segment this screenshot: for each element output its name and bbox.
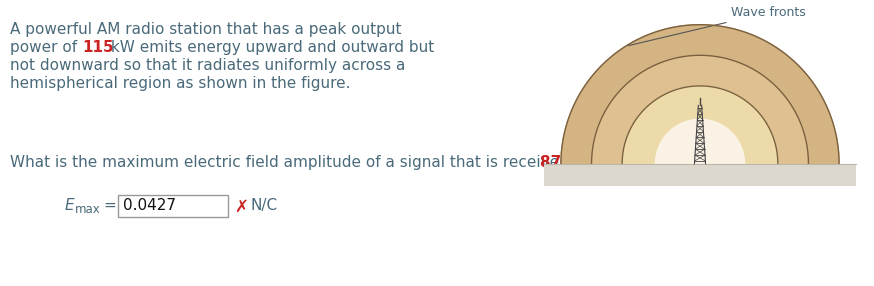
Text: =: =: [103, 198, 115, 213]
Text: ✗: ✗: [234, 198, 248, 216]
Text: power of: power of: [10, 40, 82, 55]
Text: 87 km: 87 km: [540, 155, 593, 170]
Text: hemispherical region as shown in the figure.: hemispherical region as shown in the fig…: [10, 76, 350, 91]
Polygon shape: [622, 86, 778, 164]
Text: from the station?: from the station?: [577, 155, 713, 170]
Text: E: E: [65, 198, 74, 213]
Bar: [545, 164, 856, 186]
Text: kW emits energy upward and outward but: kW emits energy upward and outward but: [106, 40, 434, 55]
Text: 115: 115: [82, 40, 114, 55]
Text: A powerful AM radio station that has a peak output: A powerful AM radio station that has a p…: [10, 22, 401, 37]
FancyBboxPatch shape: [118, 195, 228, 217]
Text: max: max: [75, 203, 101, 216]
Text: not downward so that it radiates uniformly across a: not downward so that it radiates uniform…: [10, 58, 406, 73]
Text: What is the maximum electric field amplitude of a signal that is received: What is the maximum electric field ampli…: [10, 155, 573, 170]
Polygon shape: [656, 119, 745, 164]
Text: 0.0427: 0.0427: [123, 198, 176, 213]
Text: N/C: N/C: [250, 198, 277, 213]
Text: Antenna: Antenna: [704, 148, 778, 184]
Polygon shape: [592, 55, 808, 164]
Polygon shape: [561, 25, 839, 164]
Text: Wave fronts: Wave fronts: [628, 6, 805, 46]
